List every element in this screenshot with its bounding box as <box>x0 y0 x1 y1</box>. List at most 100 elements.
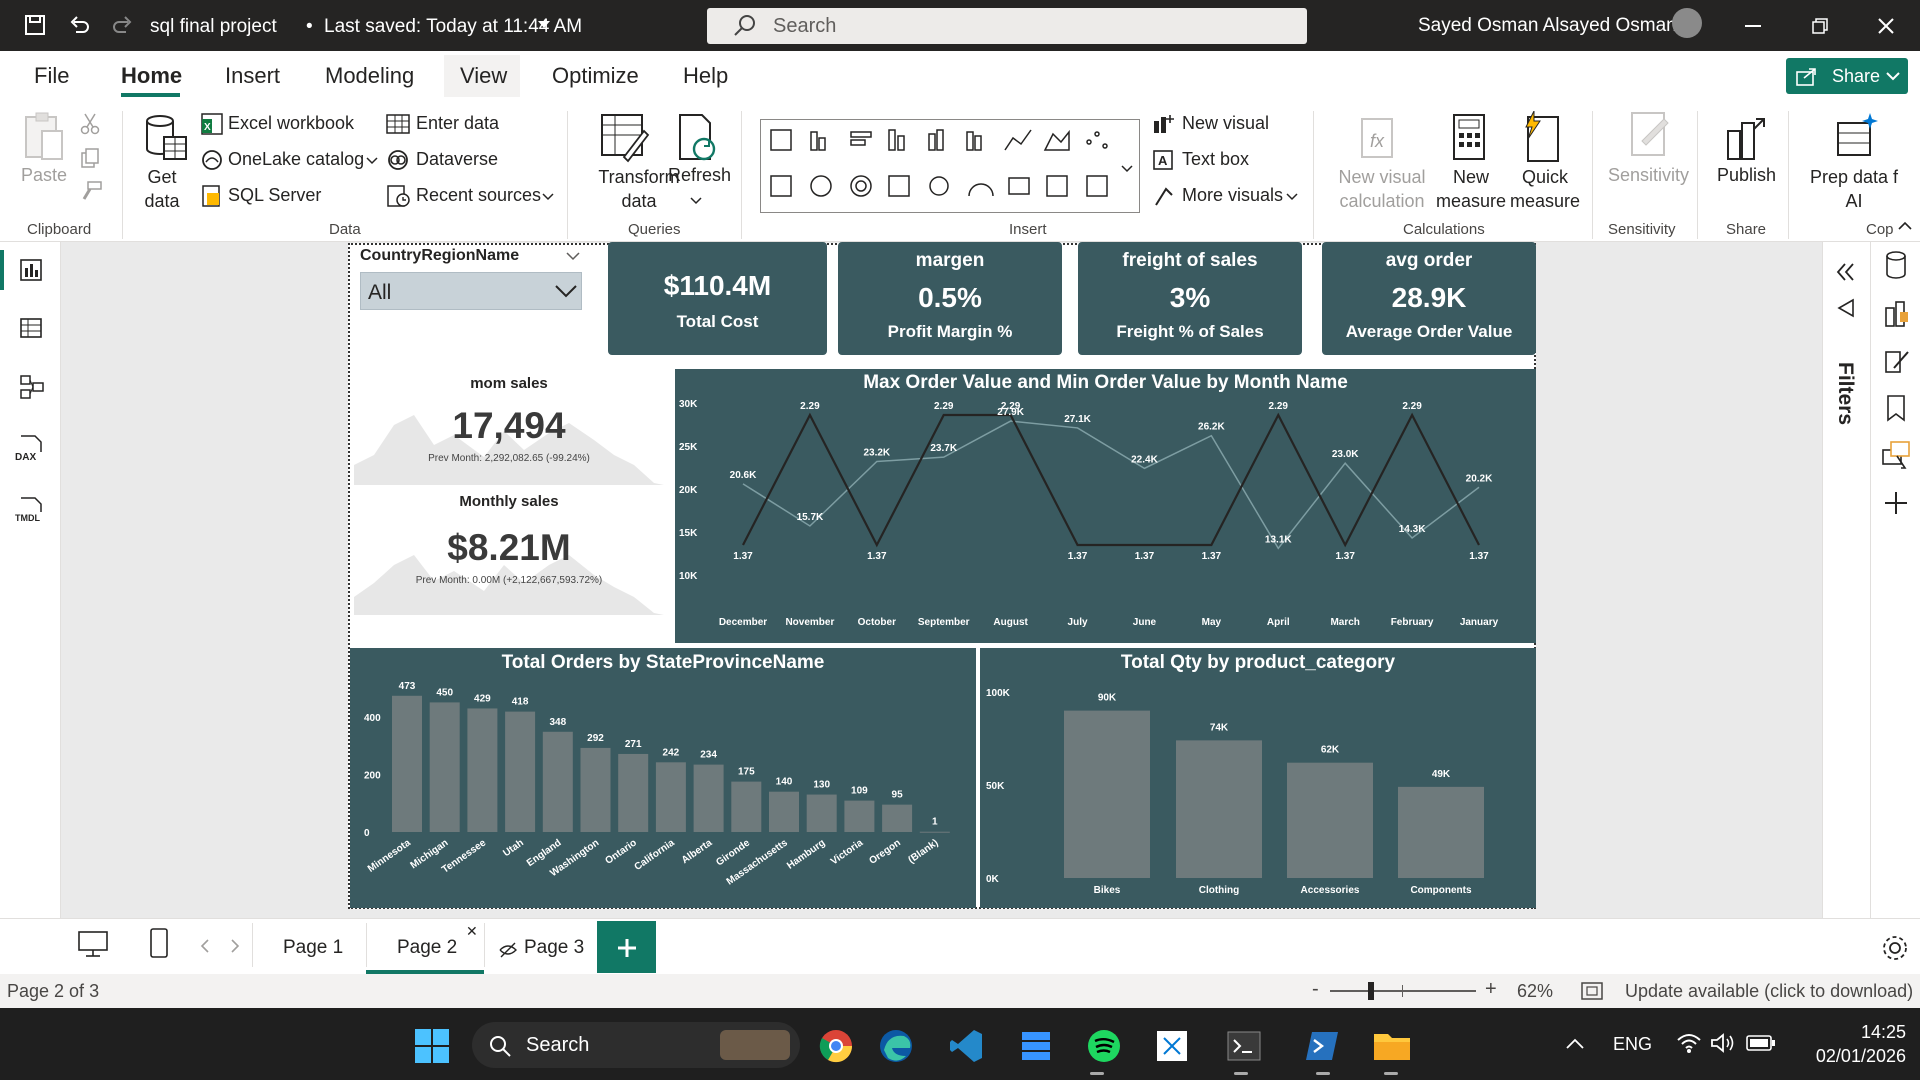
close-tab-icon[interactable]: ✕ <box>466 923 478 939</box>
language-indicator[interactable]: ENG <box>1613 1034 1653 1054</box>
refresh-label[interactable]: Refresh <box>668 165 732 185</box>
cut-icon[interactable] <box>80 113 100 135</box>
avg-order-card[interactable]: avg order 28.9K Average Order Value <box>1322 242 1536 355</box>
mom-sales-kpi[interactable]: mom sales 17,494 Prev Month: 2,292,082.6… <box>354 365 664 485</box>
total-cost-card[interactable]: $110.4M Total Cost <box>608 242 827 355</box>
enter-data-icon[interactable] <box>386 113 410 135</box>
excel-workbook[interactable]: Excel workbook <box>228 113 355 133</box>
powershell-icon[interactable] <box>1304 1028 1340 1064</box>
save-icon[interactable] <box>24 14 46 36</box>
new-visual[interactable]: New visual <box>1182 113 1270 133</box>
terminal-icon[interactable] <box>1226 1028 1262 1064</box>
get-data-icon[interactable] <box>144 113 188 163</box>
add-page-button[interactable] <box>597 921 656 973</box>
zoom-slider[interactable] <box>1330 990 1476 992</box>
refresh-icon[interactable] <box>676 113 720 163</box>
chevron-up-icon[interactable] <box>1566 1038 1584 1050</box>
visual-type-icons[interactable] <box>761 120 1139 212</box>
paste-icon[interactable] <box>22 111 66 163</box>
tab-page-2[interactable]: Page 2 <box>397 937 458 958</box>
volume-icon[interactable] <box>1710 1032 1736 1054</box>
copy-icon[interactable] <box>80 147 100 169</box>
data-pane-icon[interactable] <box>1884 250 1908 280</box>
update-available[interactable]: Update available (click to download) <box>1625 981 1914 1001</box>
chevron-down-icon[interactable] <box>1121 165 1133 173</box>
menu-modeling[interactable]: Modeling <box>325 63 415 88</box>
zoom-out-button[interactable]: - <box>1312 978 1319 1000</box>
battery-icon[interactable] <box>1746 1034 1776 1052</box>
clock-date[interactable]: 02/01/2026 <box>1815 1046 1906 1066</box>
sql-server[interactable]: SQL Server <box>228 185 322 205</box>
sql-server-icon[interactable] <box>201 185 223 207</box>
menu-insert[interactable]: Insert <box>225 63 281 88</box>
table-view-icon[interactable] <box>19 316 43 340</box>
share-button[interactable]: Share <box>1786 58 1908 94</box>
excel-icon[interactable]: X <box>201 113 223 135</box>
restore-icon[interactable] <box>1812 18 1828 34</box>
visuals-gallery[interactable] <box>760 119 1140 213</box>
avatar[interactable] <box>1672 8 1702 38</box>
menu-home[interactable]: Home <box>121 63 183 88</box>
text-box-icon[interactable]: A <box>1152 149 1176 171</box>
prep-data-ai[interactable]: Prep data f AI <box>1809 167 1899 211</box>
margin-card[interactable]: margen 0.5% Profit Margin % <box>838 242 1062 355</box>
snipping-icon[interactable] <box>1154 1028 1190 1064</box>
tab-page-3[interactable]: Page 3 <box>524 937 585 958</box>
quick-measure-icon[interactable] <box>1518 111 1562 163</box>
orders-by-state-chart[interactable]: Total Orders by StateProvinceName 0 200 40… <box>350 648 976 908</box>
build-visual-icon[interactable] <box>1884 298 1910 328</box>
slicer-dropdown[interactable]: All <box>360 272 582 310</box>
visual-calculation-icon[interactable]: fx <box>1358 113 1400 163</box>
prep-data-ai-icon[interactable] <box>1836 111 1880 163</box>
sensitivity-icon[interactable] <box>1628 111 1672 161</box>
file-explorer-icon[interactable] <box>1372 1028 1412 1064</box>
last-saved[interactable]: Last saved: Today at 11:44 AM <box>324 16 583 37</box>
undo-icon[interactable] <box>68 14 90 36</box>
dax-query-view-icon[interactable]: DAX <box>15 434 45 462</box>
chevron-left-icon[interactable] <box>200 939 210 953</box>
country-slicer[interactable]: CountryRegionName All <box>354 245 586 315</box>
app-stack-icon[interactable] <box>1018 1028 1054 1064</box>
tmdl-view-icon[interactable]: TMDL <box>15 496 47 524</box>
menu-file[interactable]: File <box>34 63 70 88</box>
edge-icon[interactable] <box>878 1028 914 1064</box>
chrome-icon[interactable] <box>818 1028 854 1064</box>
chevron-down-icon[interactable] <box>537 20 551 30</box>
new-visual-calculation[interactable]: New visual calculation <box>1338 167 1426 211</box>
filters-pane-collapsed[interactable]: Filters <box>1822 242 1870 918</box>
onelake-icon[interactable] <box>201 149 223 171</box>
chevron-down-icon[interactable] <box>566 252 580 261</box>
menu-optimize[interactable]: Optimize <box>552 63 639 88</box>
quick-measure[interactable]: Quick measure <box>1510 167 1581 211</box>
filters-label[interactable]: Filters <box>1834 362 1857 426</box>
report-view-icon[interactable] <box>19 258 43 282</box>
chevron-down-icon[interactable] <box>690 197 702 205</box>
chevron-right-icon[interactable] <box>230 939 240 953</box>
chevron-down-icon[interactable] <box>366 157 378 165</box>
recent-sources[interactable]: Recent sources <box>416 185 542 205</box>
sensitivity-label[interactable]: Sensitivity <box>1608 165 1690 185</box>
redo-icon[interactable] <box>112 14 134 36</box>
text-box[interactable]: Text box <box>1182 149 1250 169</box>
collapse-ribbon-icon[interactable] <box>1898 221 1912 231</box>
taskbar-search[interactable]: Search <box>472 1022 800 1068</box>
spotify-icon[interactable] <box>1086 1028 1122 1064</box>
dataverse-icon[interactable] <box>386 149 410 171</box>
chevron-down-icon[interactable] <box>1286 193 1298 201</box>
search-box[interactable]: Search <box>707 8 1307 44</box>
minimize-icon[interactable] <box>1745 24 1761 28</box>
publish-label[interactable]: Publish <box>1717 165 1777 185</box>
publish-icon[interactable] <box>1724 111 1768 163</box>
mobile-layout-icon[interactable] <box>148 927 170 959</box>
clock-time[interactable]: 14:25 <box>1860 1022 1906 1042</box>
transform-data-label[interactable]: Transform data <box>598 167 680 211</box>
new-visual-icon[interactable] <box>1152 113 1176 135</box>
transform-data-icon[interactable] <box>600 113 650 163</box>
menu-help[interactable]: Help <box>683 63 729 88</box>
vscode-icon[interactable] <box>948 1028 984 1064</box>
model-view-icon[interactable] <box>19 374 45 400</box>
selection-icon[interactable] <box>1881 440 1911 470</box>
new-measure[interactable]: New measure <box>1436 167 1507 211</box>
add-pane-icon[interactable] <box>1883 490 1909 516</box>
freight-card[interactable]: freight of sales 3% Freight % of Sales <box>1078 242 1302 355</box>
